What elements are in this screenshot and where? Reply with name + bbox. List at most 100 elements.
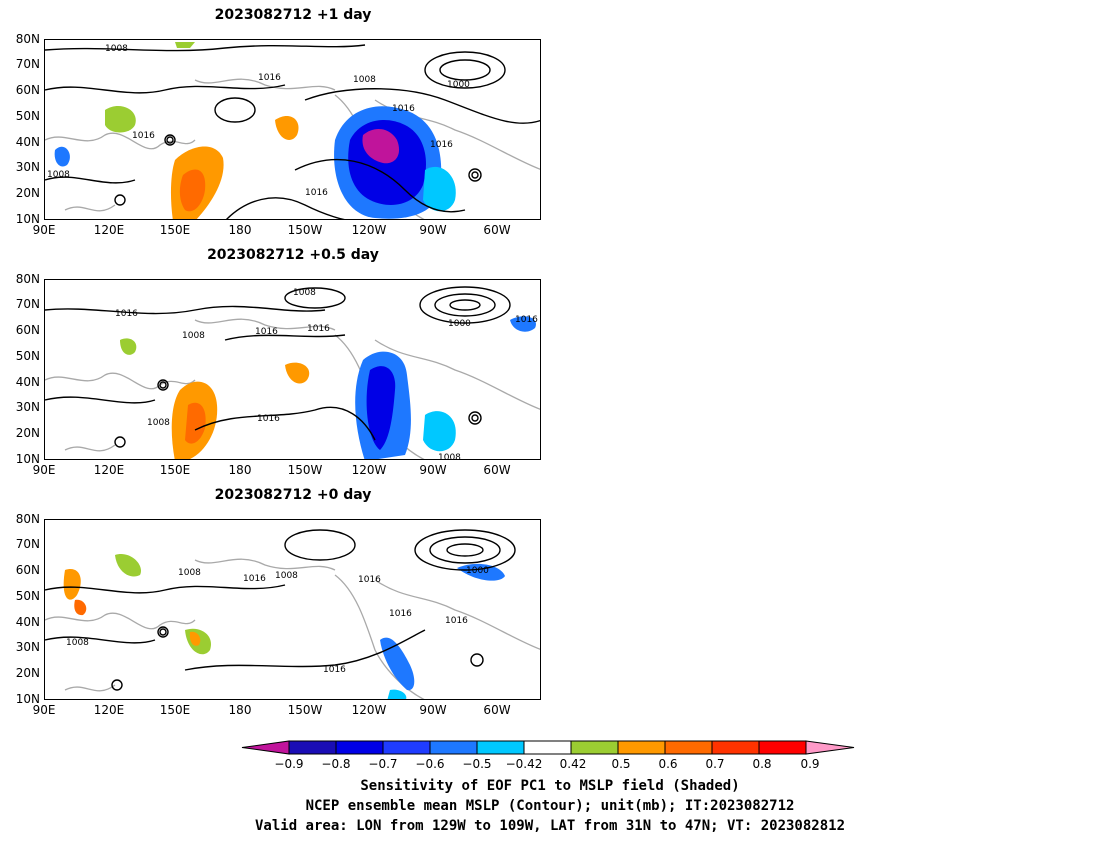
contour-label: 1016: [132, 131, 155, 141]
caption-line-3: Valid area: LON from 129W to 109W, LAT f…: [254, 818, 845, 834]
contour-label: 1016: [323, 665, 346, 675]
lon-label: 120W: [351, 223, 387, 237]
lon-label: 90E: [32, 223, 56, 237]
contour-label: 1016: [305, 188, 328, 198]
contour-label: 1016: [115, 309, 138, 319]
contour-labels-1: 1008 1016 1008 1000 1016 1016 1016 1008 …: [47, 44, 470, 198]
contour-label: 1000: [448, 319, 471, 329]
contour-label: 1008: [47, 170, 70, 180]
colorbar: [241, 740, 855, 755]
lat-label: 70N: [15, 57, 40, 71]
positive-shading-3: [63, 554, 211, 655]
colorbar-tick-label: 0.42: [559, 757, 587, 771]
contour-label: 1000: [466, 566, 489, 576]
lat-label: 20N: [15, 186, 40, 200]
coastlines-2: [45, 318, 540, 459]
contour-label: 1008: [178, 568, 201, 578]
contour-label: 1008: [438, 453, 461, 460]
colorbar-box: [288, 740, 337, 755]
lat-label: 30N: [15, 400, 40, 414]
colorbar-tick-label: −0.9: [274, 757, 304, 771]
colorbar-tick-label: −0.7: [368, 757, 398, 771]
caption-line-1: Sensitivity of EOF PC1 to MSLP field (Sh…: [360, 778, 740, 794]
negative-shading-2: [355, 316, 536, 459]
contour-labels-2: 1008 1016 1008 1016 1016 1000 1016 1008 …: [115, 288, 538, 460]
lat-label: 60N: [15, 323, 40, 337]
map-panel-3: 1008 1016 1008 1016 1000 1016 1016 1008 …: [44, 519, 541, 700]
colorbar-box: [523, 740, 572, 755]
lon-label: 180: [228, 223, 252, 237]
lon-label: 90W: [419, 463, 447, 477]
lon-label: 90W: [419, 703, 447, 717]
contour-label: 1016: [255, 327, 278, 337]
caption-line-2: NCEP ensemble mean MSLP (Contour); unit(…: [305, 798, 795, 814]
lat-label: 60N: [15, 83, 40, 97]
contour-label: 1008: [182, 331, 205, 341]
colorbar-tick-label: −0.8: [321, 757, 351, 771]
lat-label: 50N: [15, 349, 40, 363]
contour-label: 1016: [515, 315, 538, 325]
coastlines-1: [45, 78, 540, 219]
lon-label: 150W: [287, 223, 323, 237]
colorbar-box: [664, 740, 713, 755]
colorbar-tick-label: −0.5: [462, 757, 492, 771]
map-panel-2: 1008 1016 1008 1016 1016 1000 1016 1008 …: [44, 279, 541, 460]
contour-label: 1016: [445, 616, 468, 626]
contour-label: 1008: [147, 418, 170, 428]
isobars-3: [45, 529, 516, 691]
map-panel-2-graphic: 1008 1016 1008 1016 1016 1000 1016 1008 …: [45, 286, 540, 460]
positive-shading-1: [105, 42, 299, 219]
map-panel-1: 1008 1016 1008 1000 1016 1016 1016 1008 …: [44, 39, 541, 220]
contour-label: 1016: [430, 140, 453, 150]
lon-label: 120W: [351, 703, 387, 717]
contour-label: 1008: [105, 44, 128, 54]
lat-label: 10N: [15, 692, 40, 706]
panel-2-title: 2023082712 +0.5 day: [207, 247, 379, 263]
contour-label: 1008: [275, 571, 298, 581]
contour-label: 1016: [243, 574, 266, 584]
colorbar-box: [711, 740, 760, 755]
map-panel-3-graphic: 1008 1016 1008 1016 1000 1016 1016 1008 …: [45, 529, 540, 699]
lon-label: 120E: [93, 703, 125, 717]
lon-label: 90E: [32, 703, 56, 717]
contour-label: 1016: [358, 575, 381, 585]
map-panel-1-graphic: 1008 1016 1008 1000 1016 1016 1016 1008 …: [45, 42, 540, 219]
lat-label: 50N: [15, 589, 40, 603]
colorbar-tick-label: 0.8: [752, 757, 772, 771]
colorbar-tick-label: 0.7: [705, 757, 725, 771]
lon-label: 90W: [419, 223, 447, 237]
contour-label: 1016: [307, 324, 330, 334]
lon-label: 150W: [287, 463, 323, 477]
lat-label: 80N: [15, 32, 40, 46]
panel-1-title: 2023082712 +1 day: [214, 7, 372, 23]
lon-label: 60W: [483, 223, 511, 237]
positive-shading-2: [120, 338, 310, 459]
lat-label: 80N: [15, 512, 40, 526]
lat-label: 60N: [15, 563, 40, 577]
contour-label: 1016: [258, 73, 281, 83]
colorbar-left-arrow: [241, 740, 290, 755]
isobars-2: [45, 286, 511, 448]
lat-label: 30N: [15, 160, 40, 174]
lon-label: 180: [228, 463, 252, 477]
isobars-1: [45, 44, 540, 219]
lat-label: 10N: [15, 452, 40, 466]
lat-label: 40N: [15, 375, 40, 389]
colorbar-tick-label: 0.5: [611, 757, 631, 771]
lon-label: 60W: [483, 703, 511, 717]
lat-label: 20N: [15, 666, 40, 680]
colorbar-box: [382, 740, 431, 755]
colorbar-tick-label: −0.6: [415, 757, 445, 771]
lon-label: 120W: [351, 463, 387, 477]
lon-label: 150E: [159, 703, 191, 717]
contour-label: 1016: [392, 104, 415, 114]
colorbar-box: [570, 740, 619, 755]
colorbar-right-arrow: [805, 740, 855, 755]
negative-shading-1: [54, 106, 456, 219]
lon-label: 150E: [159, 463, 191, 477]
lat-label: 10N: [15, 212, 40, 226]
contour-label: 1016: [389, 609, 412, 619]
colorbar-tick-label: 0.6: [658, 757, 678, 771]
panel-3-title-main: 2023082712 +0: [214, 487, 339, 503]
lon-label: 60W: [483, 463, 511, 477]
